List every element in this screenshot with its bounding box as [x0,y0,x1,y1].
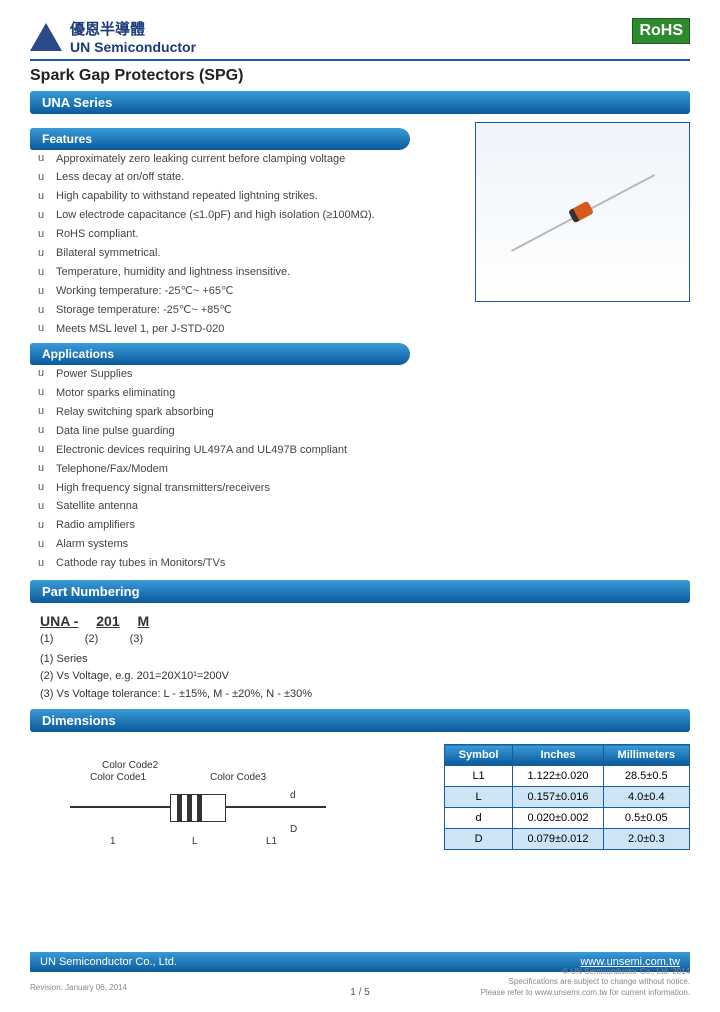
series-bar: UNA Series [30,91,690,114]
features-list: Approximately zero leaking current befor… [30,150,455,339]
dimensions-row: Color Code2 Color Code1 Color Code3 d D … [30,744,690,854]
feature-item: Temperature, humidity and lightness inse… [30,264,455,283]
dimensions-diagram: Color Code2 Color Code1 Color Code3 d D … [30,744,428,854]
pn-notes: (1) Series(2) Vs Voltage, e.g. 201=20X10… [40,651,690,704]
logo-chinese: 優恩半導體 [70,18,196,39]
feature-item: Storage temperature: -25℃~ +85℃ [30,302,455,321]
application-item: Power Supplies [30,365,690,384]
application-item: Electronic devices requiring UL497A and … [30,441,690,460]
pn-seg-3: M [138,613,150,629]
feature-item: Working temperature: -25℃~ +65℃ [30,283,455,302]
application-item: Cathode ray tubes in Monitors/TVs [30,555,690,574]
lead-right-icon [226,806,326,808]
dim-cell: 2.0±0.3 [603,829,689,850]
footer-company: UN Semiconductor Co., Ltd. [40,956,177,968]
label-D: D [290,824,297,835]
part-numbering-heading: Part Numbering [30,580,690,603]
dim-cell: 28.5±0.5 [603,766,689,787]
dim-cell: 0.079±0.012 [513,829,603,850]
table-row: D0.079±0.0122.0±0.3 [444,829,689,850]
feature-item: High capability to withstand repeated li… [30,188,455,207]
pn-ref-3: (3) [130,633,143,645]
dim-cell: 4.0±0.4 [603,787,689,808]
pn-note: (2) Vs Voltage, e.g. 201=20X10¹=200V [40,668,690,686]
pn-ref-1: (1) [40,633,53,645]
logo-icon [30,23,62,51]
label-cc1: Color Code1 [90,772,146,783]
feature-item: Bilateral symmetrical. [30,245,455,264]
band-icon [197,795,202,821]
pn-seg-2: 201 [96,613,119,629]
header: 優恩半導體 UN Semiconductor RoHS [30,18,690,55]
applications-heading: Applications [30,343,410,365]
table-row: L11.122±0.02028.5±0.5 [444,766,689,787]
label-L: L [192,836,198,847]
pn-note: (3) Vs Voltage tolerance: L - ±15%, M - … [40,686,690,704]
dim-cell: D [444,829,513,850]
dim-cell: 0.5±0.05 [603,808,689,829]
dim-header: Millimeters [603,745,689,766]
pn-seg-1: UNA - [40,613,78,629]
feature-item: Approximately zero leaking current befor… [30,150,455,169]
feature-item: RoHS compliant. [30,226,455,245]
application-item: Motor sparks eliminating [30,384,690,403]
feature-item: Low electrode capacitance (≤1.0pF) and h… [30,207,455,226]
application-item: Relay switching spark absorbing [30,403,690,422]
label-cc2: Color Code2 [102,760,158,771]
logo-english: UN Semiconductor [70,39,196,55]
dim-cell: 1.122±0.020 [513,766,603,787]
label-d: d [290,790,296,801]
logo: 優恩半導體 UN Semiconductor [30,18,196,55]
footer-fine-print: © UN Semiconductor Co., Ltd. 2014 Specif… [481,967,690,998]
pn-note: (1) Series [40,651,690,669]
part-numbering: UNA - 201 M (1) (2) (3) (1) Series(2) Vs… [30,613,690,704]
dim-cell: d [444,808,513,829]
label-cc3: Color Code3 [210,772,266,783]
application-item: Satellite antenna [30,498,690,517]
dim-cell: L [444,787,513,808]
label-1: 1 [110,836,116,847]
dim-cell: 0.020±0.002 [513,808,603,829]
feature-item: Less decay at on/off state. [30,169,455,188]
dimensions-table: SymbolInchesMillimetersL11.122±0.02028.5… [444,744,690,850]
header-rule [30,59,690,61]
application-item: Data line pulse guarding [30,422,690,441]
table-row: d0.020±0.0020.5±0.05 [444,808,689,829]
application-item: Alarm systems [30,536,690,555]
band-icon [177,795,182,821]
lead-left-icon [70,806,170,808]
feature-item: Meets MSL level 1, per J-STD-020 [30,320,455,339]
dim-cell: L1 [444,766,513,787]
footer-revision: Revision: January 06, 2014 [30,983,127,992]
table-row: L0.157±0.0164.0±0.4 [444,787,689,808]
fine-3: Please refer to www.unsemi.com.tw for cu… [481,988,690,998]
application-item: Telephone/Fax/Modem [30,460,690,479]
body-icon [170,794,226,822]
label-L1: L1 [266,836,277,847]
dimensions-heading: Dimensions [30,709,690,732]
dim-cell: 0.157±0.016 [513,787,603,808]
dim-header: Symbol [444,745,513,766]
applications-list: Power SuppliesMotor sparks eliminatingRe… [30,365,690,573]
features-row: Features Approximately zero leaking curr… [30,122,690,339]
features-heading: Features [30,128,410,150]
dim-header: Inches [513,745,603,766]
product-image [475,122,690,302]
fine-1: © UN Semiconductor Co., Ltd. 2014 [481,967,690,977]
datasheet-page: 優恩半導體 UN Semiconductor RoHS Spark Gap Pr… [0,0,720,1012]
page-number: 1 / 5 [350,987,369,998]
application-item: High frequency signal transmitters/recei… [30,479,690,498]
pn-ref-2: (2) [85,633,98,645]
band-icon [187,795,192,821]
application-item: Radio amplifiers [30,517,690,536]
rohs-badge: RoHS [632,18,690,44]
page-title: Spark Gap Protectors (SPG) [30,67,690,85]
fine-2: Specifications are subject to change wit… [481,977,690,987]
